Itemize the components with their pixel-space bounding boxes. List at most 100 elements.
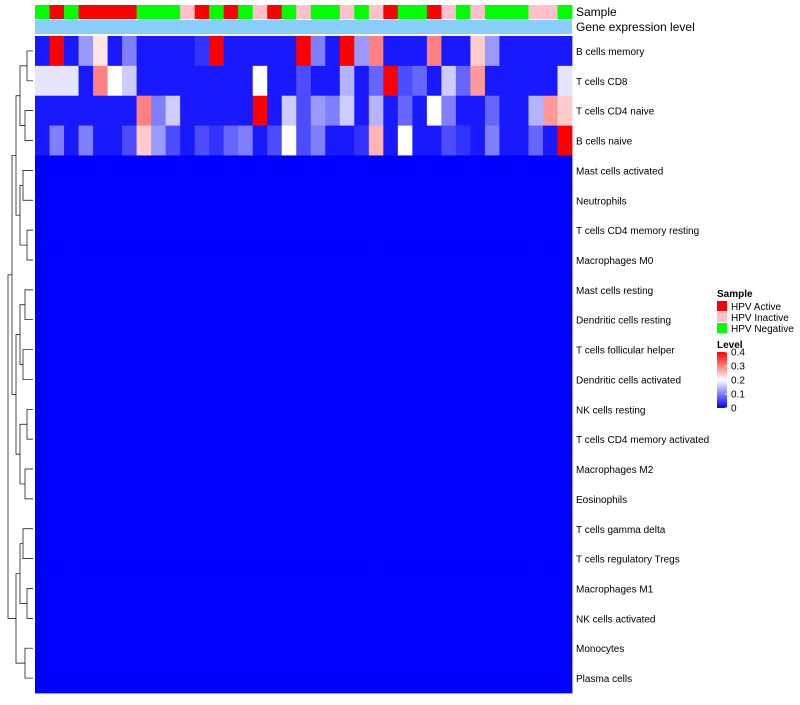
heatmap-cell [252,65,268,97]
level-tick-label: 0.1 [731,390,745,401]
heatmap-cell [397,633,413,664]
row-label: Plasma cells [576,674,632,685]
heatmap-cell [383,95,399,126]
heatmap-cell [325,633,341,664]
heatmap-cell [136,513,152,545]
heatmap-cell [368,155,384,186]
sample-annotation-cell [151,5,167,19]
heatmap-cell [267,633,283,664]
heatmap-cell [223,424,239,455]
heatmap-cell [310,663,326,694]
heatmap-cell [252,663,268,694]
heatmap-cell [107,334,123,365]
heatmap-cell [383,65,399,97]
heatmap-cell [165,483,181,515]
heatmap-cell [267,424,283,455]
sample-annotation-cell [209,5,225,19]
heatmap-cell [122,603,137,634]
heatmap-cell [412,36,428,67]
heatmap-cell [441,424,457,455]
heatmap-cell [136,65,152,97]
heatmap-cell [412,215,428,246]
heatmap-cell [397,65,413,97]
heatmap-cell [325,513,341,545]
heatmap-cell [455,364,471,395]
heatmap-cell [93,65,108,97]
heatmap-cell [107,663,123,694]
heatmap-cell [339,155,355,186]
heatmap-cell [64,274,79,306]
heatmap-cell [296,245,312,276]
heatmap-cell [557,663,573,694]
heatmap-cell [412,65,428,97]
heatmap-cell [64,304,79,336]
heatmap-cell [383,483,399,515]
heatmap-cell [223,543,239,574]
heatmap-cell [383,573,399,604]
heatmap-cell [426,483,442,515]
heatmap-cell [397,663,413,694]
heatmap-cell [499,125,515,156]
heatmap-cell [310,155,326,186]
heatmap-cell [35,513,50,545]
heatmap-cell [528,155,544,186]
heatmap-cell [267,483,283,515]
heatmap-cell [455,245,471,276]
heatmap-cell [194,245,210,276]
heatmap-cell [339,513,355,545]
heatmap-cell [455,185,471,216]
heatmap-cell [557,95,573,126]
heatmap-cell [64,155,79,186]
row-label: T cells gamma delta [576,525,666,536]
heatmap-cell [238,483,254,515]
heatmap-cell [325,424,341,455]
heatmap-cell [499,334,515,365]
heatmap-cell [35,65,50,97]
heatmap-cell [325,304,341,336]
heatmap-cell [325,274,341,306]
heatmap-cell [165,65,181,97]
heatmap-cell [354,334,370,365]
heatmap-cell [441,125,457,156]
heatmap-cell [165,454,181,485]
heatmap-cell [180,155,196,186]
heatmap-cell [194,274,210,306]
heatmap-cell [542,603,558,634]
row-label: T cells CD4 naive [576,107,655,118]
heatmap-cell [470,633,486,664]
row-label: T cells CD8 [576,77,628,88]
heatmap-cell [209,185,225,216]
heatmap-cell [238,633,254,664]
heatmap-cell [513,155,529,186]
heatmap-cell [354,394,370,425]
heatmap-cell [557,483,573,515]
heatmap-cell [238,603,254,634]
heatmap-cell [136,215,152,246]
heatmap-cell [281,215,297,246]
heatmap-cell [325,543,341,574]
heatmap-cell [426,304,442,336]
level-colorbar [717,352,727,408]
heatmap-cell [165,334,181,365]
heatmap-cell [441,334,457,365]
heatmap-cell [310,95,326,126]
heatmap-cell [484,394,500,425]
heatmap-cell [325,65,341,97]
heatmap-cell [484,633,500,664]
heatmap-cell [310,364,326,395]
heatmap-cell [238,513,254,545]
heatmap-cell [557,394,573,425]
heatmap-cell [513,513,529,545]
heatmap-cell [455,36,471,67]
heatmap-cell [35,36,50,67]
heatmap-cell [78,185,94,216]
heatmap-cell [267,274,283,306]
heatmap-cell [499,454,515,485]
heatmap-cell [325,394,341,425]
heatmap-cell [513,304,529,336]
heatmap-cell [528,603,544,634]
heatmap-cell [122,185,137,216]
heatmap-cell [209,334,225,365]
heatmap-cell [252,364,268,395]
row-label: NK cells resting [576,405,645,416]
